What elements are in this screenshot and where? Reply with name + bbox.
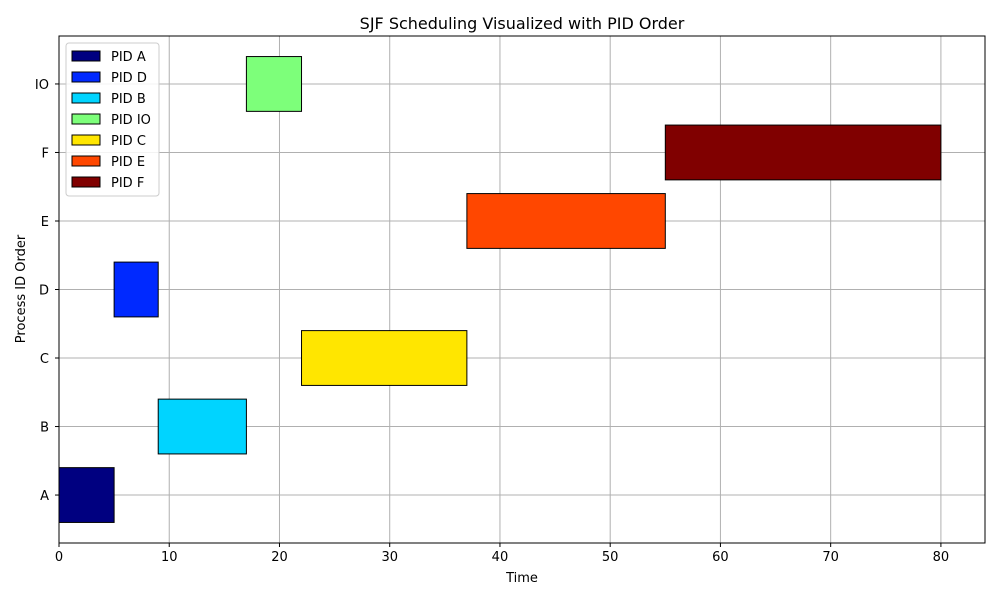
legend-label: PID F [111,176,144,191]
bar-layer [58,56,942,523]
legend-swatch [71,155,101,167]
x-tick-label: 20 [271,550,288,565]
legend-label: PID D [111,71,147,86]
legend-label: PID E [111,155,145,170]
x-tick-label: 70 [822,550,839,565]
legend-swatch [71,134,101,146]
tick-layer: 0 10 20 30 40 50 60 70 80 A B C D E F IO [35,78,949,565]
legend-label: PID B [111,92,146,107]
legend-swatch [71,71,101,83]
legend-label: PID IO [111,113,151,128]
bar-pid-io [245,56,303,112]
bar-pid-b [157,398,247,455]
y-tick-label: F [42,146,49,161]
bar-pid-a [58,467,115,523]
bar-pid-e [466,193,666,249]
x-tick-label: 0 [55,550,63,565]
chart-title: SJF Scheduling Visualized with PID Order [360,14,685,33]
x-tick-label: 60 [712,550,729,565]
legend-label: PID C [111,134,146,149]
y-tick-label: C [40,352,49,367]
bar-pid-d [113,261,159,318]
y-tick-label: D [39,284,49,299]
y-axis-label: Process ID Order [14,234,29,343]
legend-swatch [71,113,101,125]
x-tick-label: 30 [381,550,398,565]
y-tick-label: E [41,215,49,230]
y-tick-label: A [40,489,49,504]
legend: PID A PID D PID B PID IO PID C PID E PID F [65,42,160,197]
grid-layer [58,36,985,543]
x-tick-label: 10 [161,550,178,565]
x-tick-label: 40 [492,550,509,565]
y-tick-label: B [40,421,49,436]
legend-swatch [71,176,101,188]
bar-pid-f [664,124,942,181]
legend-label: PID A [111,50,146,65]
y-tick-label: IO [35,78,49,93]
x-tick-label: 50 [602,550,619,565]
legend-swatch [71,50,101,62]
legend-swatch [71,92,101,104]
x-tick-label: 80 [933,550,950,565]
bar-pid-c [301,330,468,386]
x-axis-label: Time [505,571,538,586]
